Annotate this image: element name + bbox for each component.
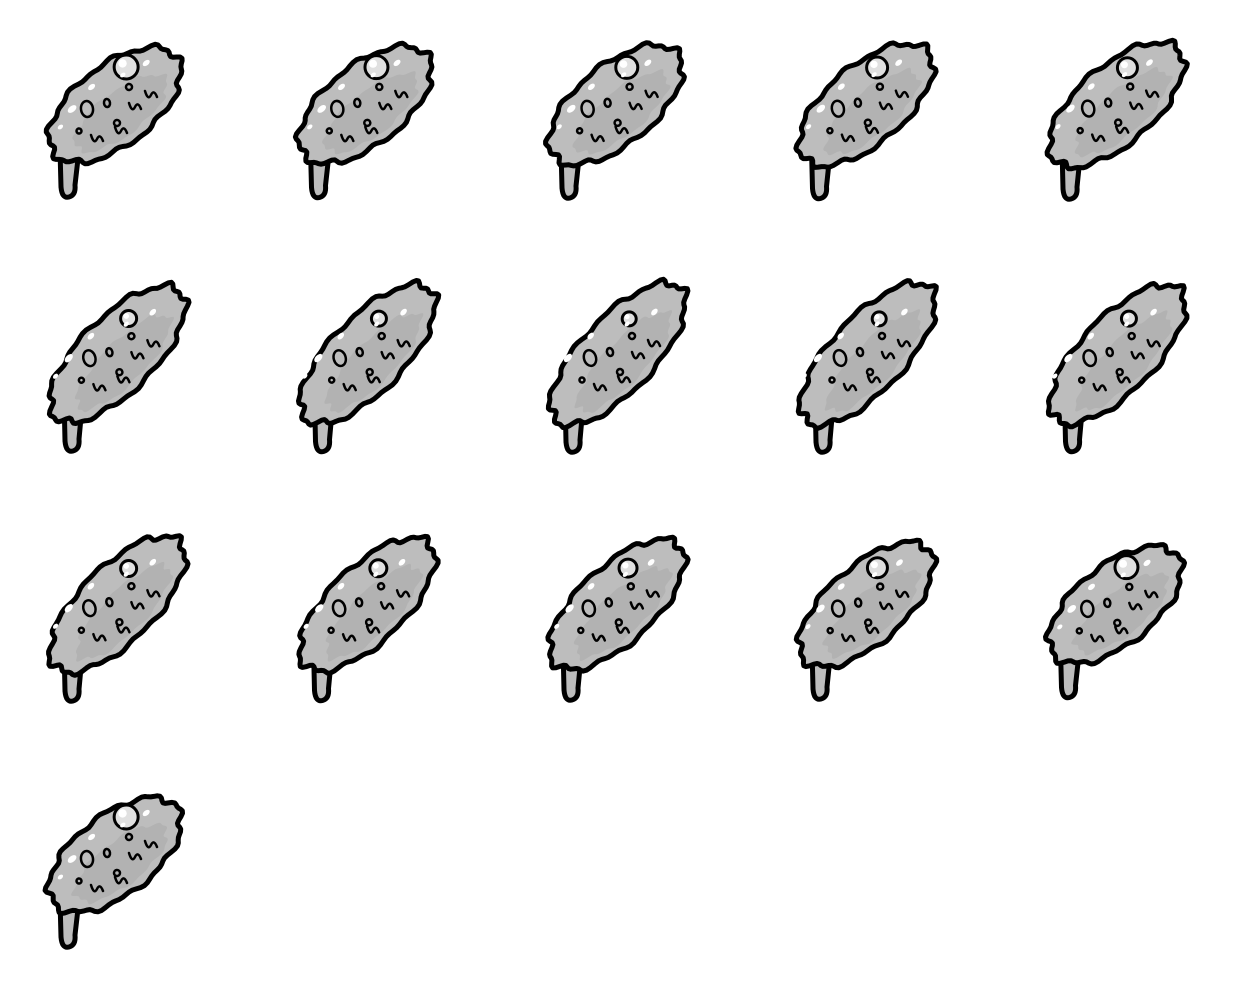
sprite-frame <box>250 250 500 500</box>
slime-blob-icon <box>543 40 687 201</box>
sprite-frame <box>0 0 250 250</box>
slime-blob-icon <box>545 534 691 703</box>
slime-blob-icon <box>292 40 435 201</box>
slime-blob-icon <box>1044 37 1190 202</box>
slime-blob-icon <box>296 533 441 704</box>
sprite-frame <box>500 250 750 500</box>
slime-blob-icon <box>793 537 940 702</box>
sprite-frame <box>0 500 250 750</box>
sprite-frame <box>0 250 250 500</box>
slime-blob-icon <box>545 276 691 455</box>
sprite-frame <box>750 500 1000 750</box>
sprite-frame <box>0 750 250 1000</box>
slime-blob-icon <box>296 278 442 455</box>
sprite-frame <box>1000 0 1250 250</box>
slime-blob-icon <box>42 793 185 950</box>
sprite-frame <box>750 250 1000 500</box>
sprite-frame <box>250 500 500 750</box>
slime-blob-icon <box>795 278 939 455</box>
sprite-frame <box>250 0 500 250</box>
sprite-frame <box>1000 500 1250 750</box>
slime-blob-icon <box>43 41 185 200</box>
slime-blob-icon <box>46 533 191 704</box>
sprite-frame <box>750 0 1000 250</box>
slime-blob-icon <box>1043 542 1187 701</box>
slime-blob-icon <box>46 279 192 454</box>
slime-blob-icon <box>1045 281 1190 455</box>
slime-blob-icon <box>793 40 939 202</box>
sprite-frame <box>1000 250 1250 500</box>
sprite-frame <box>500 0 750 250</box>
sprite-frame <box>500 500 750 750</box>
